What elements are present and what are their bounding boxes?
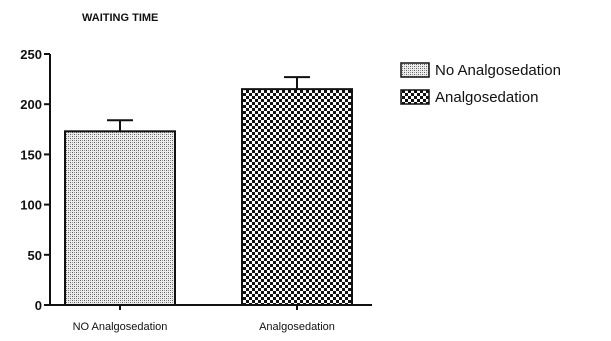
legend: No Analgosedation Analgosedation bbox=[400, 62, 561, 106]
x-tick-label: NO Analgosedation bbox=[73, 321, 168, 333]
legend-label: Analgosedation bbox=[435, 89, 538, 106]
legend-swatch bbox=[400, 62, 430, 78]
bar-analgosedation bbox=[241, 88, 353, 306]
y-tick-label: 150 bbox=[20, 147, 42, 162]
chart-title: WAITING TIME bbox=[82, 12, 158, 24]
y-tick-label: 0 bbox=[35, 298, 42, 313]
bar-no-analgosedation bbox=[64, 130, 176, 306]
legend-swatch bbox=[400, 89, 430, 105]
y-tick-label: 250 bbox=[20, 47, 42, 62]
legend-label: No Analgosedation bbox=[435, 62, 561, 79]
y-tick-label: 100 bbox=[20, 198, 42, 213]
bars: NO Analgosedation Analgosedation bbox=[64, 76, 353, 333]
x-tick-label: Analgosedation bbox=[259, 321, 335, 333]
y-tick-label: 50 bbox=[28, 248, 42, 263]
y-tick-label: 200 bbox=[20, 97, 42, 112]
